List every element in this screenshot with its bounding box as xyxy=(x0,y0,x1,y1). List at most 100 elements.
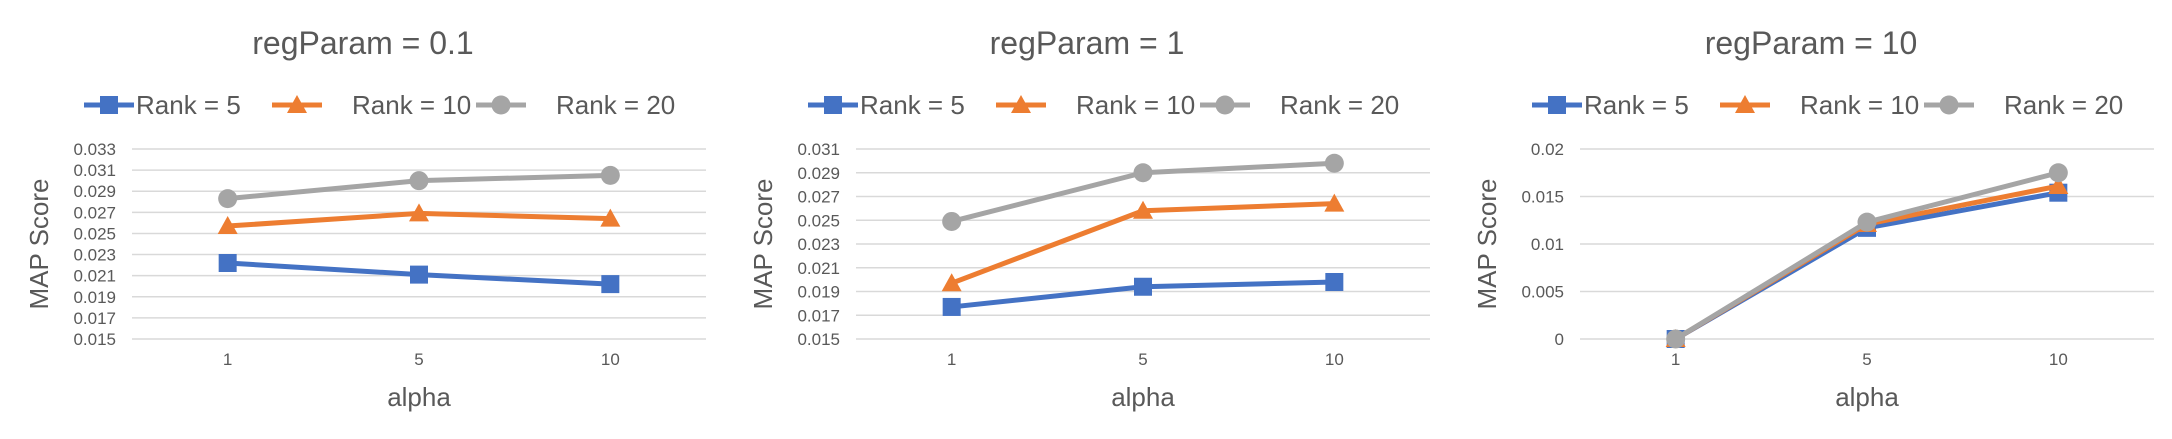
legend-label: Rank = 10 xyxy=(1076,90,1195,120)
y-tick-label: 0.021 xyxy=(797,259,840,278)
y-tick-label: 0.033 xyxy=(73,140,116,159)
data-point xyxy=(409,203,429,222)
legend-marker xyxy=(1011,95,1031,113)
y-tick-label: 0.015 xyxy=(797,330,840,349)
x-tick-label: 10 xyxy=(2049,350,2068,369)
legend-item: Rank = 5 xyxy=(808,90,965,120)
legend-item: Rank = 20 xyxy=(476,90,675,120)
chart-svg-0: regParam = 0.1 Rank = 5 Rank = 10 Rank = 20… xyxy=(24,25,706,412)
legend-marker xyxy=(1735,95,1755,113)
chart-panel-0: regParam = 0.1 Rank = 5 Rank = 10 Rank = 20… xyxy=(0,0,724,439)
legend-marker xyxy=(100,96,118,114)
y-axis-label: MAP Score xyxy=(748,178,778,309)
series xyxy=(217,203,621,235)
legend-item: Rank = 10 xyxy=(272,90,471,120)
y-tick-label: 0.027 xyxy=(797,188,840,207)
legend-item: Rank = 5 xyxy=(1532,90,1689,120)
x-tick-label: 10 xyxy=(601,350,620,369)
y-tick-label: 0.02 xyxy=(1531,140,1564,159)
data-point xyxy=(1666,329,1686,349)
legend-marker xyxy=(824,96,842,114)
legend-marker xyxy=(1939,95,1959,115)
y-tick-label: 0.005 xyxy=(1521,283,1564,302)
legend-label: Rank = 10 xyxy=(1800,90,1919,120)
series xyxy=(942,153,1344,231)
y-tick-label: 0.031 xyxy=(73,161,116,180)
data-point xyxy=(942,211,962,231)
data-point xyxy=(942,297,961,316)
data-point xyxy=(1857,212,1877,232)
legend-label: Rank = 5 xyxy=(136,90,241,120)
chart-title: regParam = 10 xyxy=(1705,25,1918,61)
data-point xyxy=(2048,163,2068,183)
legend-label: Rank = 20 xyxy=(1280,90,1399,120)
chart-svg-2: regParam = 10 Rank = 5 Rank = 10 Rank = 20 0… xyxy=(1472,25,2154,412)
legend-marker xyxy=(1215,95,1235,115)
legend-label: Rank = 20 xyxy=(556,90,675,120)
y-tick-label: 0 xyxy=(1555,330,1564,349)
legend-label: Rank = 5 xyxy=(1584,90,1689,120)
x-tick-label: 1 xyxy=(223,350,232,369)
data-point xyxy=(600,208,621,227)
x-tick-label: 1 xyxy=(1671,350,1680,369)
y-tick-label: 0.023 xyxy=(797,235,840,254)
data-point xyxy=(941,273,962,292)
legend-item: Rank = 5 xyxy=(84,90,241,120)
y-tick-label: 0.025 xyxy=(73,224,116,243)
x-tick-label: 1 xyxy=(947,350,956,369)
data-point xyxy=(218,189,238,209)
chart-title: regParam = 0.1 xyxy=(252,25,473,61)
y-tick-label: 0.029 xyxy=(73,182,116,201)
chart-svg-1: regParam = 1 Rank = 5 Rank = 10 Rank = 20 0.… xyxy=(748,25,1430,412)
legend-item: Rank = 20 xyxy=(1924,90,2123,120)
legend-marker xyxy=(287,95,307,113)
y-tick-label: 0.01 xyxy=(1531,235,1564,254)
data-point xyxy=(1324,193,1345,212)
legend-label: Rank = 5 xyxy=(860,90,965,120)
y-tick-label: 0.025 xyxy=(797,211,840,230)
chart-panel-2: regParam = 10 Rank = 5 Rank = 10 Rank = 20 0… xyxy=(1448,0,2172,439)
series-line xyxy=(1674,183,2059,342)
y-tick-label: 0.017 xyxy=(73,309,116,328)
data-point xyxy=(217,216,238,235)
legend-marker xyxy=(1548,96,1566,114)
data-point xyxy=(1133,200,1153,219)
series xyxy=(218,165,620,209)
data-point xyxy=(601,275,620,294)
x-tick-label: 5 xyxy=(1138,350,1147,369)
data-point xyxy=(1134,277,1152,296)
x-axis-label: alpha xyxy=(387,382,451,412)
series xyxy=(941,193,1345,292)
data-point xyxy=(1324,153,1344,173)
data-point xyxy=(2048,176,2069,195)
data-point xyxy=(410,265,428,284)
y-tick-label: 0.023 xyxy=(73,246,116,265)
y-tick-label: 0.015 xyxy=(1521,188,1564,207)
data-point xyxy=(1133,163,1153,183)
series xyxy=(942,273,1344,316)
y-axis-label: MAP Score xyxy=(1472,178,1502,309)
legend-label: Rank = 20 xyxy=(2004,90,2123,120)
chart-title: regParam = 1 xyxy=(990,25,1185,61)
y-tick-label: 0.017 xyxy=(797,306,840,325)
y-tick-label: 0.031 xyxy=(797,140,840,159)
legend-label: Rank = 10 xyxy=(352,90,471,120)
y-tick-label: 0.021 xyxy=(73,267,116,286)
x-tick-label: 5 xyxy=(1862,350,1871,369)
series xyxy=(218,254,620,294)
data-point xyxy=(1325,273,1344,291)
data-point xyxy=(409,171,429,191)
chart-panel-1: regParam = 1 Rank = 5 Rank = 10 Rank = 20 0.… xyxy=(724,0,1448,439)
x-tick-label: 10 xyxy=(1325,350,1344,369)
y-tick-label: 0.027 xyxy=(73,203,116,222)
y-tick-label: 0.019 xyxy=(73,288,116,307)
x-axis-label: alpha xyxy=(1835,382,1899,412)
series xyxy=(1666,163,2068,349)
y-tick-label: 0.019 xyxy=(797,283,840,302)
legend-item: Rank = 10 xyxy=(1720,90,1919,120)
series xyxy=(1666,183,2068,348)
data-point xyxy=(600,165,620,185)
legend-marker xyxy=(491,95,511,115)
data-point xyxy=(218,254,237,272)
y-tick-label: 0.029 xyxy=(797,164,840,183)
